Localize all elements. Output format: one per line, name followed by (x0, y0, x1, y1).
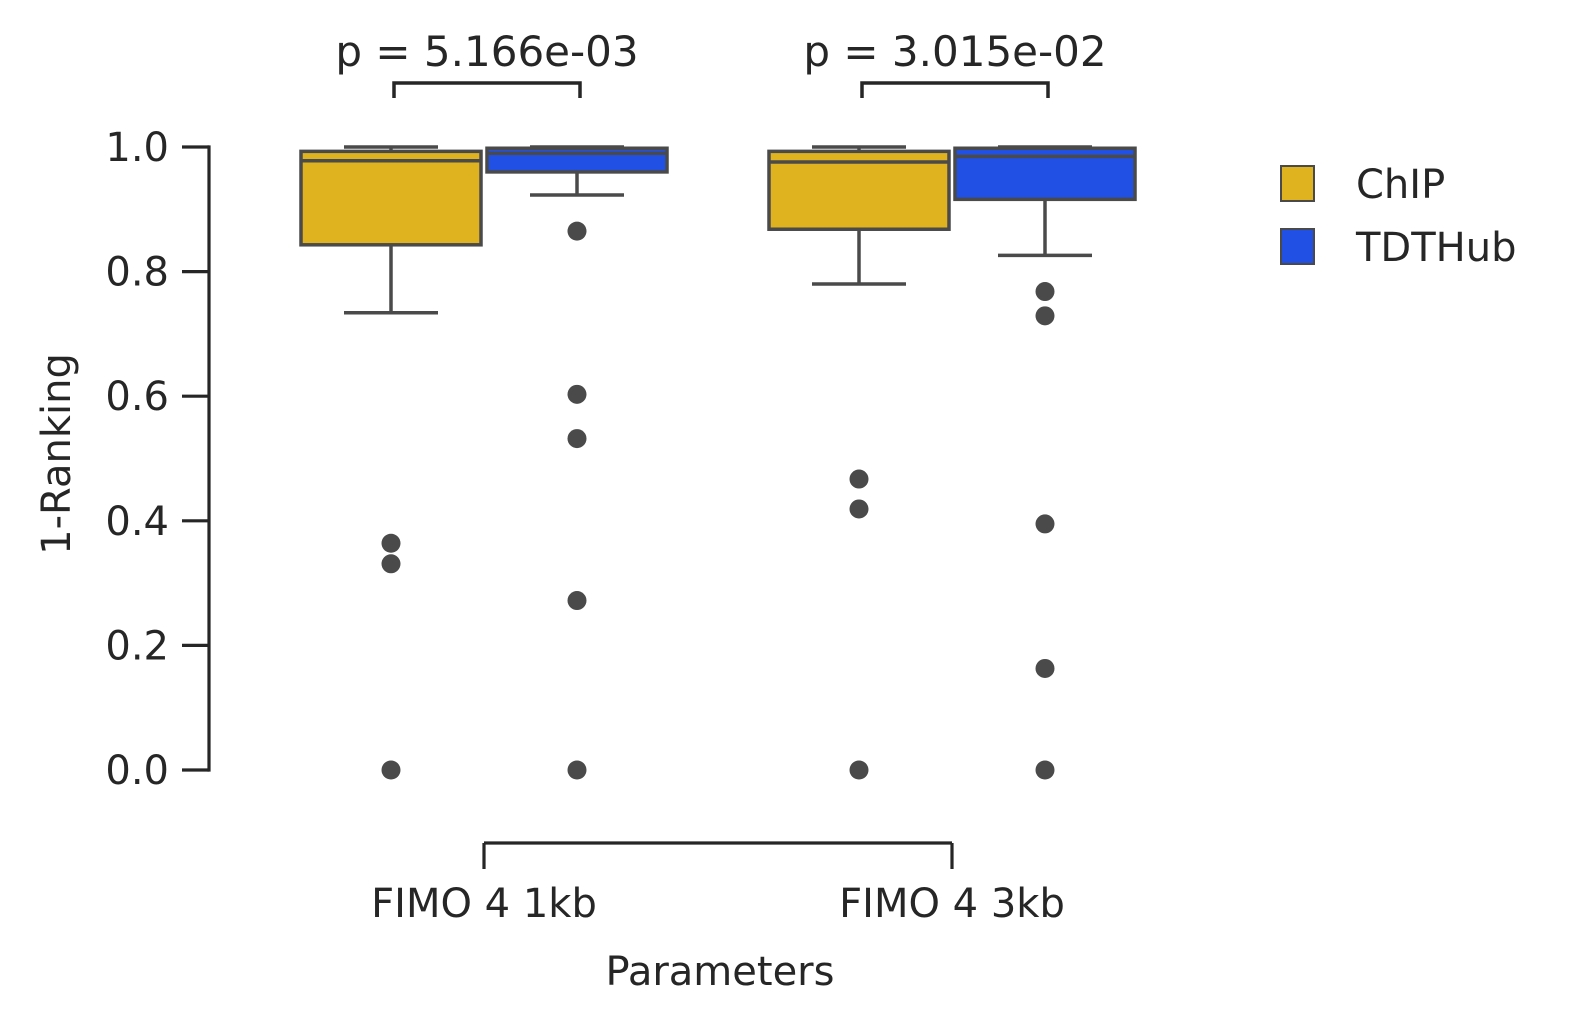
significance-annotation: p = 5.166e-03 (335, 27, 639, 98)
y-tick-label: 0.0 (105, 748, 169, 794)
y-tick-label: 0.2 (105, 623, 169, 669)
legend-label-chip: ChIP (1356, 162, 1445, 208)
y-tick-label: 1.0 (105, 125, 169, 171)
box-plot-area (299, 145, 1137, 780)
outlier-point (381, 533, 401, 553)
box-tdthub-1 (485, 145, 669, 780)
outlier-point (1035, 514, 1055, 534)
y-tick-label: 0.4 (105, 499, 169, 545)
box-iqr (299, 149, 483, 247)
box-tdthub-2 (953, 145, 1137, 780)
legend-swatch-tdthub (1280, 228, 1315, 265)
outlier-point (849, 760, 869, 780)
outlier-point (567, 384, 587, 404)
x-tick-label: FIMO 4 3kb (839, 881, 1065, 927)
significance-bracket (860, 81, 1050, 98)
box-chip-1 (299, 145, 483, 780)
outlier-point (567, 429, 587, 449)
box-iqr (767, 149, 951, 231)
x-axis-label: Parameters (606, 949, 835, 995)
legend: ChIP TDTHub (1280, 162, 1517, 271)
outlier-point (1035, 760, 1055, 780)
p-value-label: p = 3.015e-02 (803, 27, 1106, 76)
outlier-point (1035, 306, 1055, 326)
outlier-point (567, 760, 587, 780)
legend-swatch-chip (1280, 165, 1315, 202)
y-tick-label: 0.8 (105, 250, 169, 296)
outlier-point (849, 469, 869, 489)
x-tick-label: FIMO 4 1kb (371, 881, 597, 927)
outlier-point (849, 499, 869, 519)
y-tick-label: 0.6 (105, 374, 169, 420)
p-value-label: p = 5.166e-03 (335, 27, 638, 76)
outlier-point (1035, 282, 1055, 302)
legend-label-tdthub: TDTHub (1355, 225, 1517, 271)
outlier-point (567, 221, 587, 241)
outlier-point (381, 554, 401, 574)
significance-bracket (392, 81, 582, 98)
outlier-point (1035, 658, 1055, 678)
axes: 0.0 0.2 0.4 0.6 0.8 1.0 FIMO 4 1kb FIMO 4 3kb (105, 125, 1064, 927)
outlier-point (567, 591, 587, 611)
box-chip-2 (767, 145, 951, 780)
significance-annotation: p = 3.015e-02 (803, 27, 1107, 98)
significance-annotations: p = 5.166e-03 p = 3.015e-02 (335, 27, 1107, 98)
y-axis-label: 1-Ranking (34, 353, 80, 555)
outlier-point (381, 760, 401, 780)
